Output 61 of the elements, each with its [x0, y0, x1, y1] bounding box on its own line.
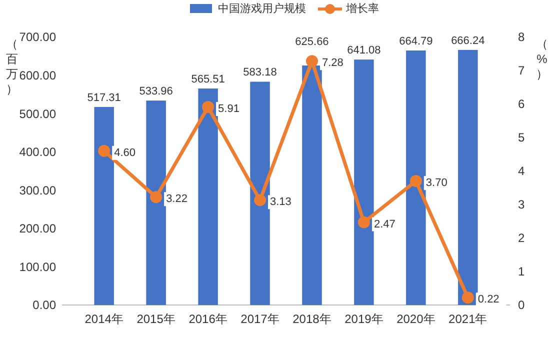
x-tick-label: 2016年: [188, 312, 228, 326]
y-tick-label: 700.00: [19, 30, 56, 44]
point: [254, 194, 266, 206]
data-label: 517.31: [87, 92, 121, 104]
data-label: 583.18: [243, 66, 277, 79]
point: [202, 101, 214, 114]
y2-tick-label: 8: [518, 30, 525, 44]
y2-tick-label: 4: [518, 164, 525, 178]
data-label: 5.91: [218, 103, 240, 116]
data-label: 3.22: [166, 193, 188, 206]
legend-label: 增长率: [345, 2, 379, 16]
data-label: 533.96: [139, 86, 173, 98]
point: [462, 292, 474, 304]
y2-tick-label: 0: [518, 298, 525, 312]
y-tick-label: 0.00: [32, 298, 56, 312]
data-label: 664.79: [399, 35, 433, 48]
bar: [94, 106, 114, 305]
bar: [406, 50, 426, 305]
y2-tick-label: 1: [518, 264, 525, 279]
x-tick-label: 2015年: [136, 312, 176, 326]
y-tick-label: 100.00: [19, 260, 56, 274]
data-label: 666.24: [451, 34, 485, 47]
point: [150, 191, 162, 204]
x-tick-label: 2019年: [344, 312, 384, 326]
bar: [354, 60, 374, 305]
data-label: 641.08: [347, 44, 381, 57]
y2-tick-label: 3: [518, 198, 525, 212]
data-label: 0.22: [478, 294, 500, 306]
data-label: 565.51: [191, 73, 225, 86]
bar: [458, 50, 478, 305]
y2-axis-title: （%）: [536, 37, 548, 81]
y2-tick-label: 6: [518, 97, 525, 112]
x-tick-label: 2017年: [240, 312, 280, 326]
point: [410, 175, 422, 188]
point: [306, 55, 318, 68]
y-tick-label: 400.00: [19, 145, 56, 160]
legend-label: 中国游戏用户规模: [218, 2, 306, 16]
x-tick-label: 2014年: [84, 312, 124, 326]
y-tick-label: 300.00: [19, 183, 56, 198]
y2-tick-label: 5: [518, 130, 525, 145]
x-tick-label: 2018年: [292, 312, 332, 326]
data-label: 3.70: [426, 177, 448, 190]
bar: [250, 82, 270, 305]
point: [358, 216, 370, 228]
y-tick-label: 500.00: [19, 106, 56, 121]
bar: [198, 88, 218, 305]
y-tick-label: 600.00: [19, 68, 56, 82]
data-label: 7.28: [322, 57, 344, 70]
x-tick-label: 2020年: [396, 312, 436, 326]
y-tick-label: 200.00: [19, 222, 56, 236]
y2-tick-label: 7: [518, 64, 525, 78]
y2-tick-label: 2: [518, 231, 525, 246]
bar: [146, 100, 166, 305]
data-label: 2.47: [374, 218, 396, 230]
bar: [302, 65, 322, 305]
data-label: 3.13: [270, 196, 292, 208]
data-label: 625.66: [295, 36, 329, 48]
y-axis-title: （百万）: [6, 37, 18, 96]
x-tick-label: 2021年: [448, 312, 488, 326]
point: [98, 144, 110, 157]
data-label: 4.60: [114, 146, 136, 159]
